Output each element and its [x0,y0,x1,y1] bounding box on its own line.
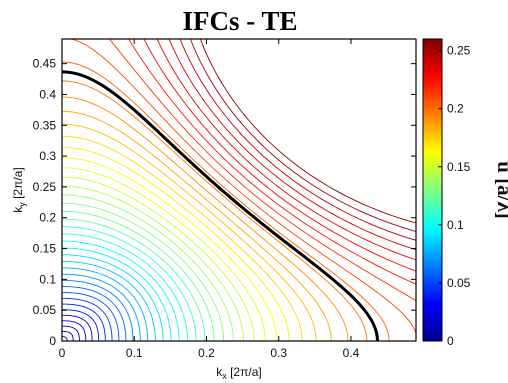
contour-lines [62,39,416,341]
contour-line [62,61,390,341]
contour-line [62,210,215,341]
contour-line [62,254,164,341]
contour-line [62,314,93,341]
contour-line [199,39,416,224]
contour-line [62,260,156,341]
colorbar-label: u [a/λ] [493,161,508,219]
contour-line [69,39,416,335]
contour-line [62,176,255,341]
contour-line [62,240,180,341]
y-tick-label: 0.05 [33,303,57,317]
y-tick-label: 0.4 [39,87,56,101]
y-axis-ticks: 0 0.05 0.1 0.15 0.2 0.25 0.3 0.35 0.4 0.45 [33,57,416,348]
contour-line [62,267,149,341]
contour-line [62,273,141,341]
contour-line [156,39,416,261]
contour-line [62,247,172,341]
highlighted-contour-line [62,70,379,341]
contour-line [62,167,266,341]
y-axis-label: ky [2π/a] [11,167,27,212]
y-tick-label: 0.25 [33,180,57,194]
contour-line [62,320,87,341]
contour-line [189,39,416,232]
contour-line [128,39,416,285]
y-tick-label: 0 [49,334,56,348]
contour-line [108,39,416,302]
contour-line [62,110,332,341]
y-tick-label: 0.3 [39,149,56,163]
colorbar [422,38,443,342]
contour-line [62,291,120,341]
x-tick-label: 0 [59,346,66,360]
y-tick-label: 0.45 [33,57,57,71]
contour-line [62,96,349,341]
y-tick-label: 0.2 [39,211,56,225]
x-tick-label: 0.3 [270,346,287,360]
contour-line [62,279,134,341]
contour-line [62,80,368,341]
colorbar-tick-label: 0.1 [447,218,464,232]
contour-line [62,297,113,341]
colorbar-tick-label: 0.2 [447,102,464,116]
x-axis-label: kx [2π/a] [216,365,261,381]
contour-line [62,331,74,341]
contour-line [62,286,127,341]
contour-line [62,157,278,341]
contour-line [62,218,206,341]
y-tick-label: 0.35 [33,118,57,132]
chart-title: IFCs - TE [182,6,297,36]
x-tick-label: 0.1 [126,346,143,360]
colorbar-ticks: 0 0.05 0.1 0.15 0.2 0.25 [438,44,471,348]
contour-line [62,336,68,341]
colorbar-tick-label: 0.05 [447,276,471,290]
y-tick-label: 0.15 [33,242,57,256]
contour-line [62,123,317,341]
contour-line [62,202,224,341]
x-tick-label: 0.2 [198,346,215,360]
x-axis-ticks: 0 0.1 0.2 0.3 0.4 [59,39,360,360]
contour-line [62,146,290,341]
contour-line [62,226,197,341]
contour-line [62,325,80,341]
contour-line [62,303,106,341]
contour-line [62,135,303,341]
x-tick-label: 0.4 [343,346,360,360]
plot-frame [61,38,417,342]
highlighted-contour [62,70,379,341]
contour-line [168,39,416,251]
y-tick-label: 0.1 [39,272,56,286]
contour-line [62,233,188,341]
contour-line [62,185,244,341]
contour-line [62,309,100,341]
colorbar-tick-label: 0 [447,334,454,348]
contour-line [62,194,234,341]
colorbar-tick-label: 0.25 [447,44,471,58]
colorbar-tick-label: 0.15 [447,160,471,174]
contour-line [143,39,416,272]
contour-line [179,39,416,241]
